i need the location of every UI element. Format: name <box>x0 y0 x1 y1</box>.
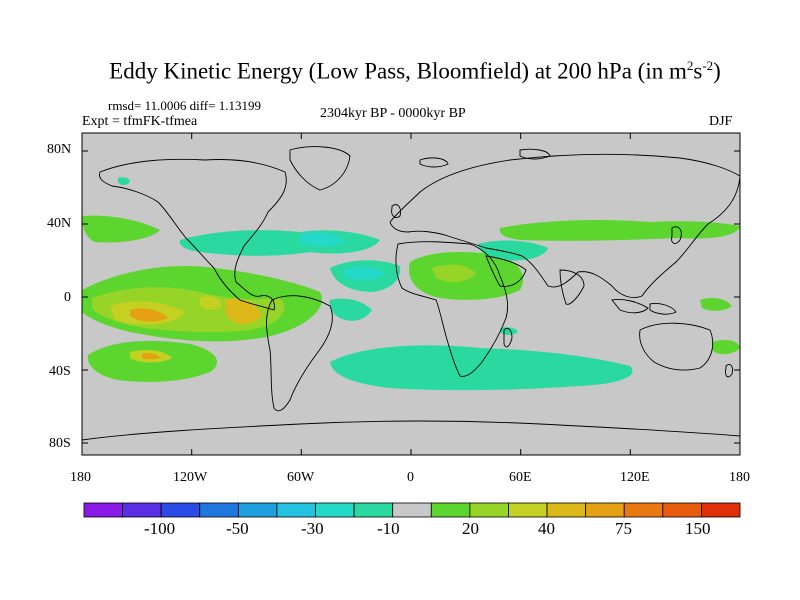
lon-tick-180e: 180 <box>729 470 750 485</box>
coast-new-zealand <box>725 363 733 378</box>
anomaly-negative-equatorial-atlantic <box>329 298 372 321</box>
coast-antarctica <box>81 420 741 441</box>
colorbar-swatch <box>237 502 278 518</box>
lat-tick-40n: 40N <box>47 216 72 231</box>
colorbar-swatch <box>469 502 509 518</box>
coast-eurasia <box>389 153 741 298</box>
season-label: DJF <box>709 114 733 129</box>
colorbar-swatch <box>315 502 355 518</box>
anomaly-negative-mid-atlantic-core <box>344 266 384 281</box>
colorbar-swatch <box>160 502 201 518</box>
coast-australia <box>639 322 714 371</box>
lon-tick-120w: 120W <box>173 470 208 485</box>
coast-south-america <box>266 295 333 412</box>
colorbar-swatch <box>662 502 702 518</box>
coast-uk <box>391 204 401 219</box>
coast-india <box>559 269 585 305</box>
coastlines <box>81 146 741 441</box>
coast-maritime-continent <box>611 299 677 315</box>
colorbar-swatch <box>701 502 741 518</box>
experiment-label: Expt = tfmFK-tfmea <box>82 114 198 129</box>
coast-africa <box>395 241 509 377</box>
colorbar-swatch <box>122 502 162 518</box>
coast-madagascar <box>503 327 513 348</box>
colorbar-label-150: 150 <box>685 519 711 538</box>
anomaly-regions <box>82 177 740 391</box>
anomaly-positive-gulf-core <box>200 296 222 310</box>
anomaly-negative-north-atlantic-core <box>300 232 345 247</box>
coast-north-america <box>99 158 287 311</box>
colorbar-label-40: 40 <box>538 519 555 538</box>
anomaly-positive-south-pacific-max <box>142 353 160 360</box>
coast-japan <box>671 226 682 244</box>
anomaly-positive-eastpacific-core <box>225 298 262 325</box>
lat-tick-40s: 40S <box>49 364 71 379</box>
anomaly-positive-east-asia <box>700 298 732 311</box>
anomaly-negative-arctic-patch <box>118 177 130 185</box>
coast-greenland <box>289 146 351 191</box>
anomaly-positive-asia-strip <box>499 220 740 241</box>
lon-tick-0: 0 <box>407 470 414 485</box>
lon-tick-60w: 60W <box>287 470 315 485</box>
lat-tick-0: 0 <box>64 290 71 305</box>
colorbar-label-20: 20 <box>462 519 479 538</box>
lon-tick-60e: 60E <box>509 470 532 485</box>
stats-label: rmsd= 11.0006 diff= 1.13199 <box>108 98 261 113</box>
axis-tickmarks <box>81 133 741 455</box>
colorbar-swatch <box>199 502 239 518</box>
colorbar-swatch <box>392 502 432 518</box>
anomaly-positive-pacific-max <box>130 308 168 322</box>
anomaly-negative-north-atlantic <box>179 230 380 256</box>
anomaly-positive-australia-east <box>712 340 740 355</box>
lon-tick-180w: 180 <box>70 470 91 485</box>
colorbar-label-m10: -10 <box>377 519 400 538</box>
lat-tick-80s: 80S <box>49 436 71 451</box>
colorbar-label-m30: -30 <box>301 519 324 538</box>
map-plot <box>81 132 741 456</box>
colorbar-label-m100: -100 <box>144 519 176 538</box>
colorbar-swatch <box>430 502 471 518</box>
colorbar <box>83 502 741 518</box>
lon-tick-120e: 120E <box>620 470 650 485</box>
colorbar-swatch <box>585 502 625 518</box>
anomaly-negative-middle-east <box>478 240 548 261</box>
anomaly-positive-north-pacific <box>82 215 160 243</box>
lat-tick-80n: 80N <box>47 142 72 157</box>
colorbar-label-75: 75 <box>615 519 632 538</box>
colorbar-swatch <box>83 502 123 518</box>
period-label: 2304kyr BP - 0000kyr BP <box>320 106 466 121</box>
colorbar-swatch <box>508 502 548 518</box>
colorbar-label-m50: -50 <box>226 519 249 538</box>
colorbar-swatch <box>623 502 664 518</box>
colorbar-swatch <box>546 502 587 518</box>
anomaly-positive-north-africa-core <box>432 264 476 283</box>
anomaly-negative-southern-ocean <box>330 345 633 391</box>
coast-arctic-islands <box>419 148 551 168</box>
chart-title: Eddy Kinetic Energy (Low Pass, Bloomfiel… <box>109 58 721 84</box>
colorbar-swatch <box>276 502 316 518</box>
coast-arabia <box>485 255 527 287</box>
colorbar-swatch <box>353 502 394 518</box>
